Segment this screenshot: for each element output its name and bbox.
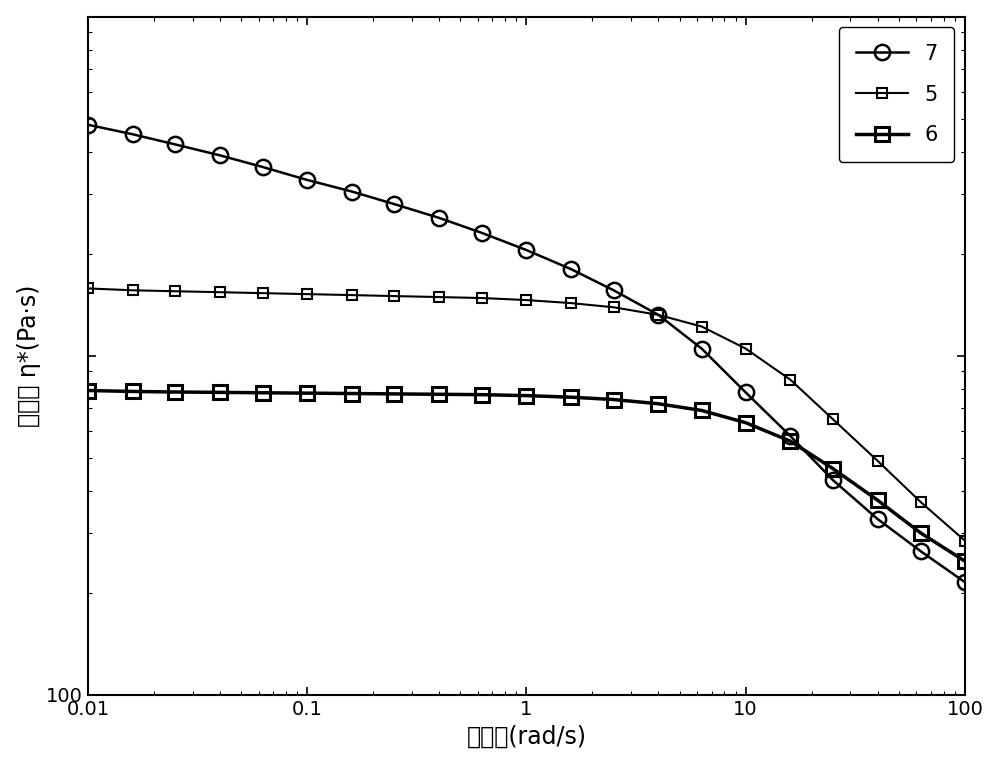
6 [476, 390, 488, 399]
5 [827, 415, 839, 424]
7 [301, 175, 313, 184]
5 [608, 303, 620, 312]
X-axis label: 角频率(rad/s): 角频率(rad/s) [466, 724, 586, 748]
5 [476, 294, 488, 303]
5 [652, 311, 664, 320]
6 [608, 395, 620, 404]
6 [872, 496, 884, 505]
7 [740, 388, 752, 397]
6 [82, 386, 94, 395]
6 [520, 391, 532, 400]
6 [915, 529, 927, 538]
5 [740, 344, 752, 353]
6 [169, 387, 181, 396]
6 [652, 399, 664, 409]
Line: 6: 6 [81, 383, 972, 568]
Line: 7: 7 [80, 117, 973, 590]
5 [169, 287, 181, 296]
7 [827, 476, 839, 485]
7 [915, 547, 927, 556]
5 [257, 288, 269, 298]
6 [388, 389, 400, 399]
6 [784, 437, 796, 446]
5 [696, 322, 708, 331]
7 [696, 344, 708, 353]
5 [127, 285, 139, 295]
6 [346, 389, 358, 398]
7 [169, 140, 181, 149]
5 [520, 295, 532, 304]
5 [433, 292, 445, 301]
5 [565, 298, 577, 308]
5 [915, 498, 927, 507]
Y-axis label: 复粘度 η*(Pa·s): 复粘度 η*(Pa·s) [17, 285, 41, 427]
6 [959, 557, 971, 566]
7 [257, 162, 269, 171]
6 [433, 389, 445, 399]
6 [214, 388, 226, 397]
6 [127, 387, 139, 396]
7 [520, 246, 532, 255]
7 [784, 431, 796, 441]
6 [301, 389, 313, 398]
7 [214, 151, 226, 160]
7 [433, 213, 445, 223]
7 [127, 130, 139, 139]
5 [214, 288, 226, 297]
5 [346, 291, 358, 300]
Line: 5: 5 [83, 284, 970, 545]
7 [652, 311, 664, 320]
7 [82, 120, 94, 129]
Legend: 7, 5, 6: 7, 5, 6 [839, 27, 954, 162]
6 [565, 392, 577, 402]
7 [346, 187, 358, 196]
7 [959, 578, 971, 587]
6 [827, 464, 839, 474]
7 [608, 285, 620, 295]
6 [696, 406, 708, 415]
6 [740, 418, 752, 428]
5 [872, 456, 884, 465]
5 [388, 291, 400, 301]
5 [82, 284, 94, 293]
5 [301, 289, 313, 298]
7 [565, 265, 577, 274]
7 [872, 515, 884, 524]
7 [388, 200, 400, 209]
5 [784, 375, 796, 384]
7 [476, 229, 488, 238]
5 [959, 536, 971, 545]
6 [257, 388, 269, 397]
